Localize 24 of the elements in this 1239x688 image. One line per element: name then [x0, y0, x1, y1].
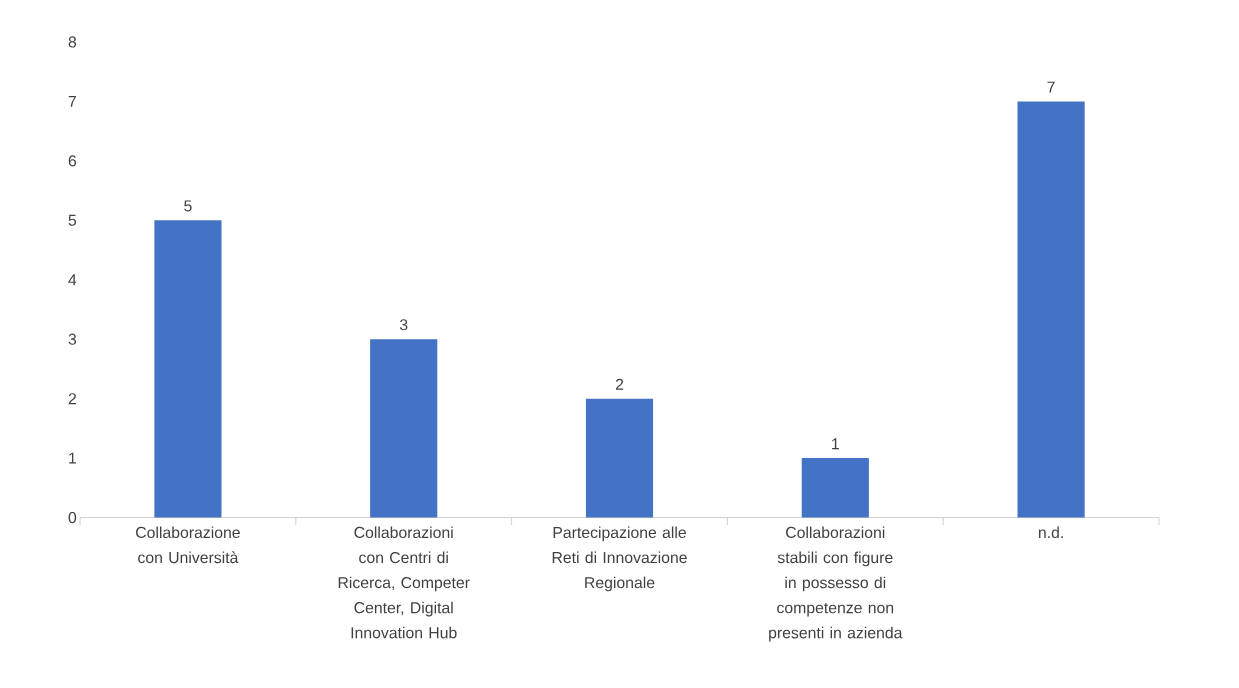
bar: [801, 458, 869, 518]
x-tick-label: Partecipazione alle Reti di Innovazione Regionale: [552, 526, 687, 592]
x-tick-label: n.d.: [1038, 526, 1063, 538]
y-tick-label: 8: [68, 36, 77, 48]
y-tick-label: 6: [68, 155, 77, 167]
y-tick-label: 2: [68, 393, 76, 405]
y-tick-label: 0: [68, 511, 77, 524]
bar: [585, 398, 654, 518]
y-tick-label: 3: [68, 333, 77, 345]
x-tick-label: Collaborazioni stabili con figure in possesso di competenze non presenti in azienda: [769, 526, 903, 642]
data-label: 7: [1047, 81, 1055, 93]
x-tick-label: Collaborazioni con Centri di Ricerca, Competer Center, Digital Innovation Hub: [338, 526, 470, 639]
data-label: 2: [615, 378, 624, 390]
bar: [154, 220, 222, 518]
bar: [1017, 101, 1085, 518]
data-label: 1: [832, 438, 839, 450]
data-label: 5: [184, 200, 192, 212]
x-tick-label: Collaborazione con Università: [136, 526, 240, 564]
y-tick-label: 5: [68, 214, 77, 226]
data-label: 3: [399, 319, 408, 331]
y-tick-label: 1: [69, 452, 76, 464]
y-tick-label: 4: [68, 274, 77, 286]
y-tick-label: 7: [68, 95, 76, 107]
bar: [370, 339, 438, 518]
